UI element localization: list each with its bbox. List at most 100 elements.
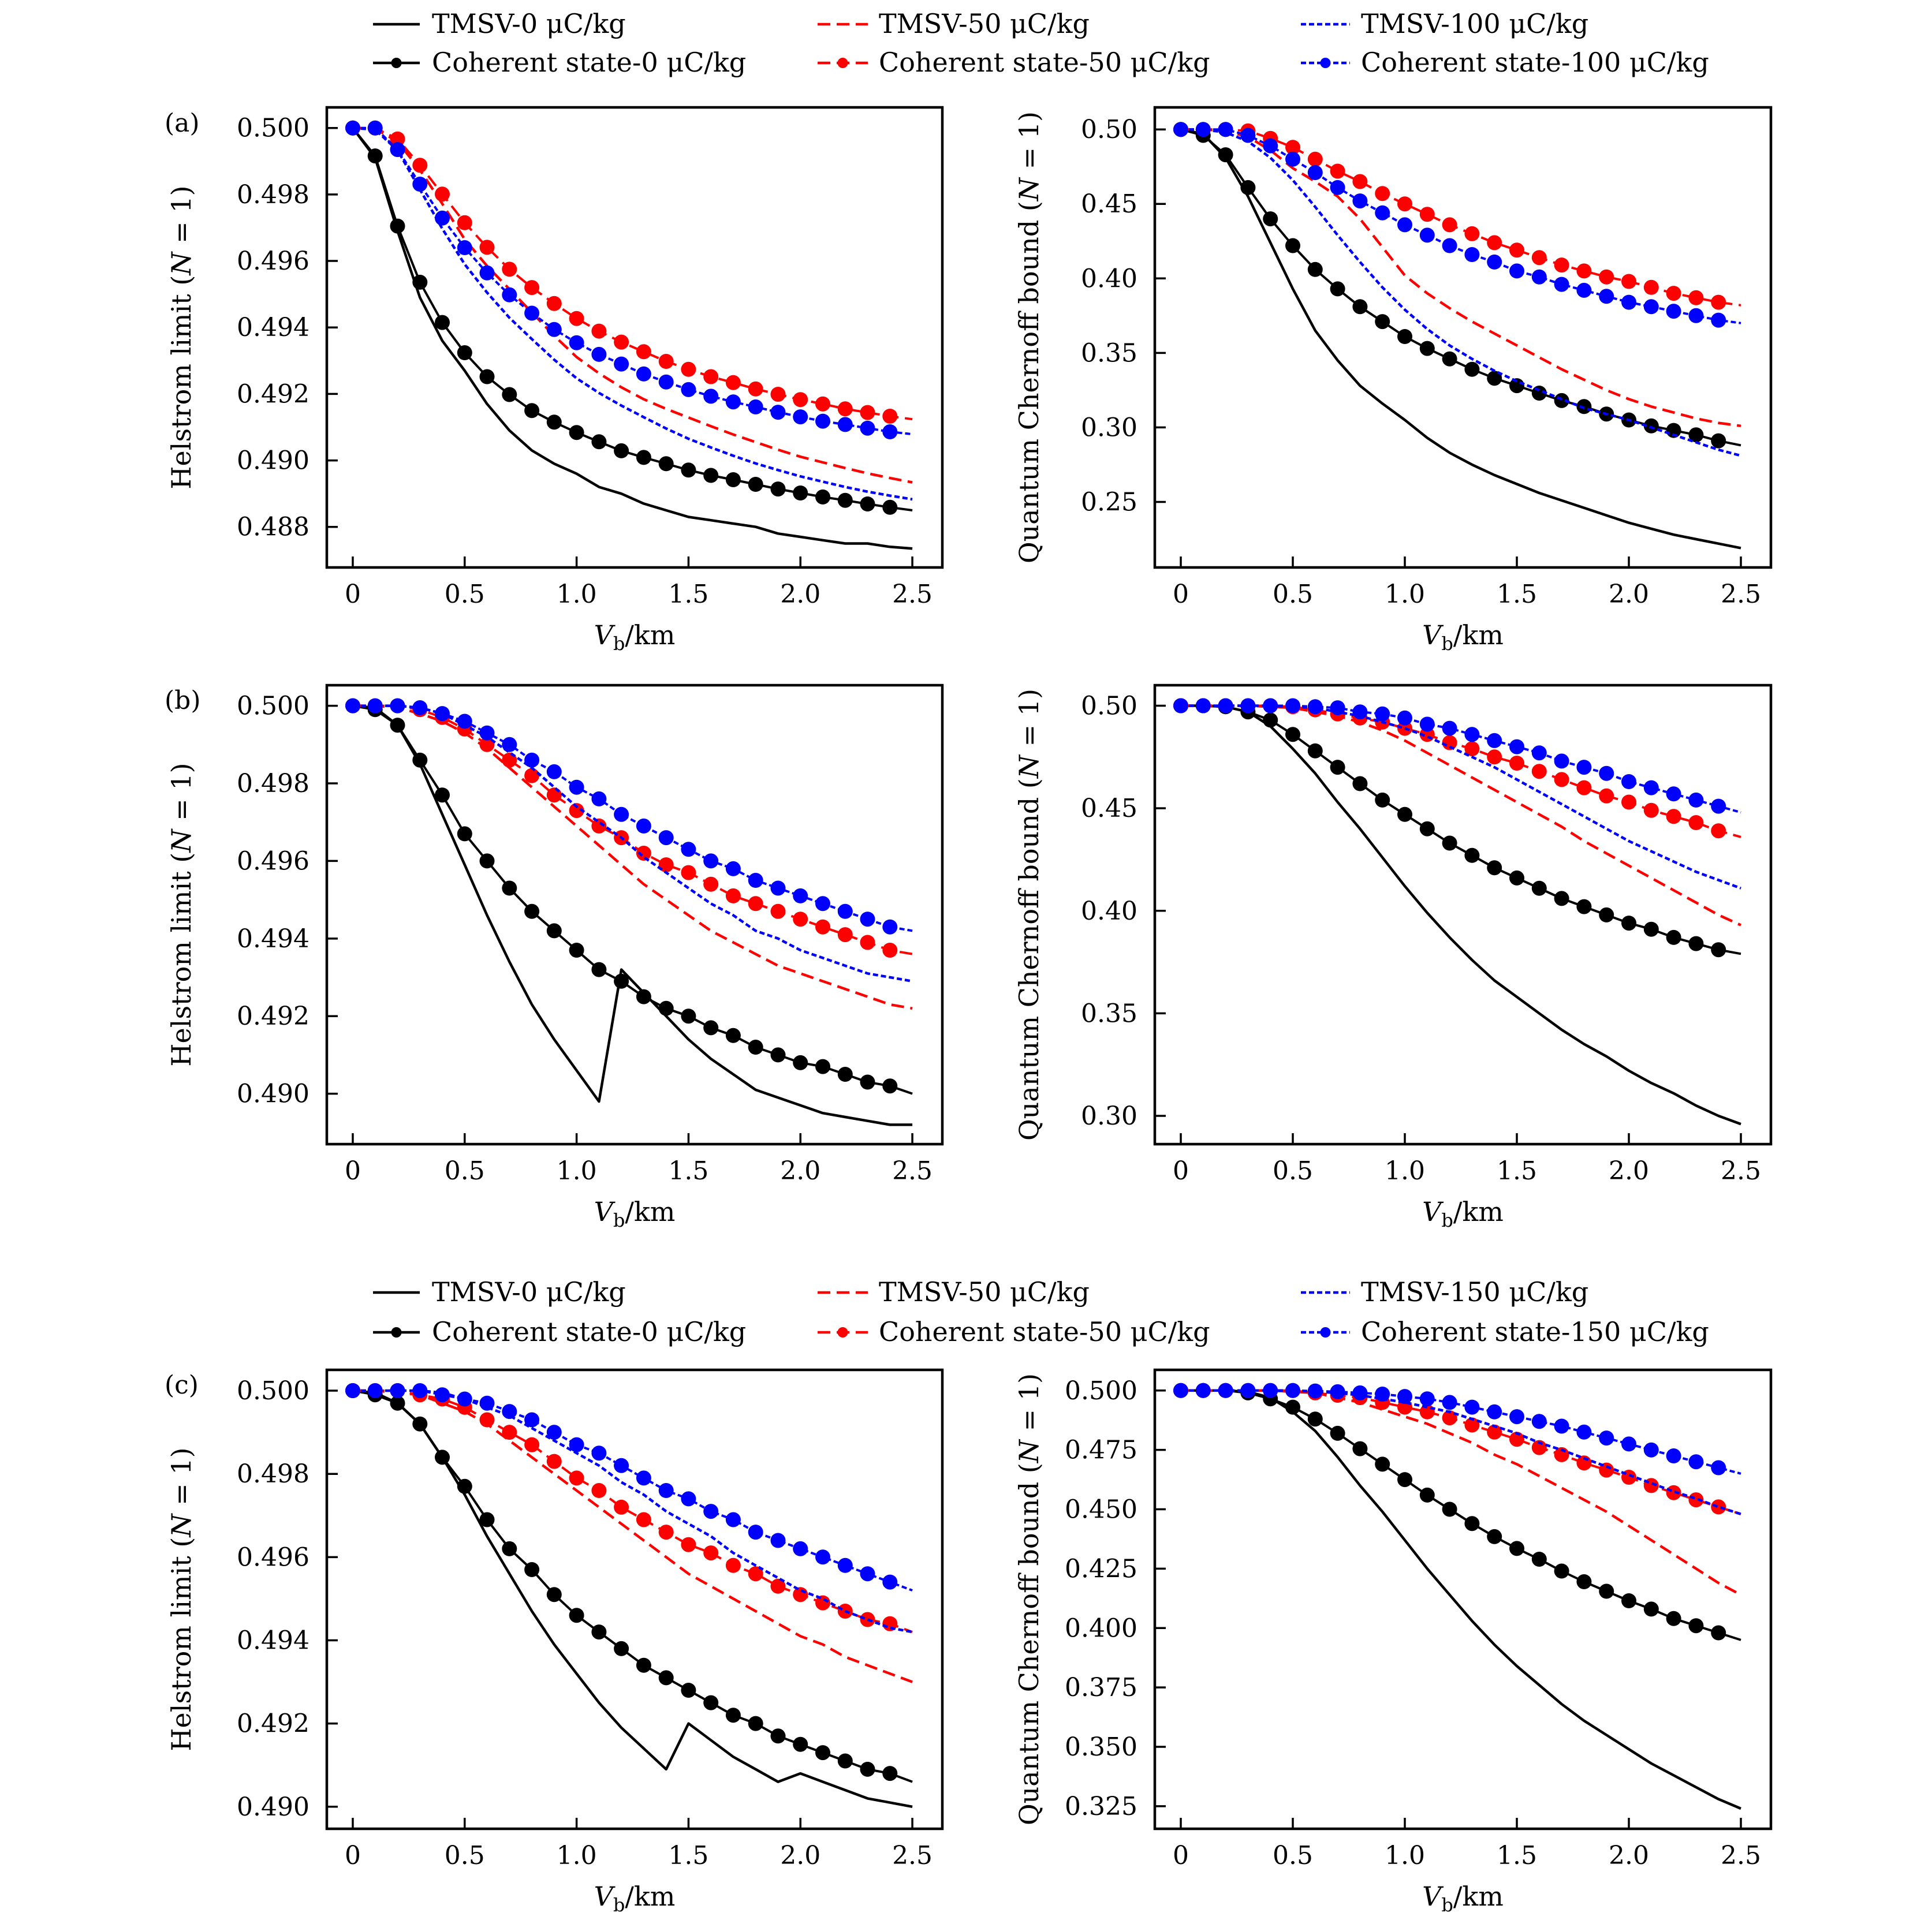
series-line — [353, 126, 913, 421]
x-tick-label: 1.5 — [1497, 580, 1537, 609]
data-point — [1375, 205, 1390, 221]
y-tick-label: 0.498 — [237, 180, 309, 210]
data-point — [1487, 1404, 1502, 1420]
data-point — [815, 1595, 830, 1611]
panel-label: (a) — [165, 109, 200, 138]
legend-item[interactable]: TMSV-0 μC/kg — [373, 1276, 626, 1308]
data-point — [591, 1445, 607, 1461]
legend-item[interactable]: TMSV-150 μC/kg — [1301, 1276, 1588, 1308]
y-tick-label: 0.45 — [1081, 794, 1137, 823]
data-point — [837, 927, 853, 943]
data-point — [390, 1395, 405, 1411]
legend-item[interactable]: Coherent state-50 μC/kg — [818, 47, 1210, 78]
y-tick-label: 0.50 — [1081, 115, 1137, 144]
data-point — [524, 1437, 540, 1452]
data-point — [1621, 274, 1636, 289]
data-point — [837, 401, 853, 417]
data-point — [1464, 727, 1480, 742]
data-point — [1352, 174, 1368, 189]
data-point — [502, 262, 517, 277]
data-point — [1711, 1499, 1726, 1515]
y-axis-label: Helstrom limit (N = 1) — [166, 763, 197, 1066]
x-tick-label: 0.5 — [1273, 1156, 1313, 1186]
data-point — [390, 1383, 405, 1398]
legend-item[interactable]: Coherent state-50 μC/kg — [818, 1316, 1210, 1347]
y-tick-label: 0.498 — [237, 1459, 309, 1489]
series-line — [353, 1389, 913, 1633]
legend-item[interactable]: Coherent state-150 μC/kg — [1301, 1316, 1709, 1347]
data-point — [591, 434, 607, 450]
series-tmsv-100-c-kg — [1181, 704, 1741, 890]
plot-area — [1173, 1383, 1742, 1810]
data-point — [614, 334, 629, 350]
series-coherent-state-100-c-kg — [345, 120, 913, 439]
legend-item[interactable]: TMSV-50 μC/kg — [818, 1276, 1090, 1308]
data-point — [546, 322, 562, 337]
series-line — [1181, 128, 1741, 457]
data-point — [1487, 235, 1502, 251]
data-point — [1419, 227, 1435, 243]
data-point — [569, 943, 584, 958]
data-point — [793, 1541, 808, 1556]
data-point — [748, 1040, 763, 1055]
data-point — [1464, 1417, 1480, 1433]
data-point — [367, 148, 383, 164]
series-line — [353, 704, 913, 983]
legend-item[interactable]: Coherent state-100 μC/kg — [1301, 47, 1709, 78]
legend-item[interactable]: TMSV-0 μC/kg — [373, 8, 626, 39]
data-point — [457, 240, 472, 255]
data-point — [479, 1412, 495, 1428]
legend-item[interactable]: TMSV-50 μC/kg — [818, 8, 1090, 39]
series-line — [1181, 704, 1741, 927]
data-point — [1397, 1472, 1412, 1488]
data-point — [1531, 1440, 1547, 1455]
data-point — [502, 1541, 517, 1556]
data-point — [703, 853, 719, 869]
data-point — [748, 1566, 763, 1582]
y-tick-label: 0.400 — [1065, 1613, 1137, 1643]
data-point — [1307, 699, 1323, 715]
panel-label: (b) — [165, 686, 201, 715]
legend-item[interactable]: TMSV-100 μC/kg — [1301, 8, 1588, 39]
legend-label: Coherent state-100 μC/kg — [1361, 47, 1709, 78]
data-point — [614, 356, 629, 372]
data-point — [1464, 741, 1480, 757]
x-tick-label: 2.0 — [780, 1156, 820, 1186]
data-point — [882, 1574, 898, 1590]
data-point — [591, 323, 607, 339]
y-tick-label: 0.494 — [237, 313, 309, 342]
data-point — [1711, 1625, 1726, 1641]
data-point — [658, 354, 674, 369]
x-tick-label: 1.5 — [1497, 1156, 1537, 1186]
series-line — [1181, 1389, 1742, 1596]
data-point — [569, 311, 584, 326]
data-point — [546, 414, 562, 430]
series-coherent-state-150-c-kg — [345, 1383, 913, 1592]
data-point — [412, 752, 428, 768]
data-point — [1643, 1601, 1659, 1617]
data-point — [1195, 122, 1211, 137]
data-point — [412, 700, 428, 715]
legend-item[interactable]: Coherent state-0 μC/kg — [373, 47, 746, 78]
data-point — [1599, 788, 1614, 804]
data-point — [1599, 765, 1614, 781]
data-point — [681, 1491, 696, 1507]
data-point — [546, 1425, 562, 1440]
data-point — [390, 142, 405, 158]
data-point — [412, 177, 428, 192]
y-tick-label: 0.30 — [1081, 1101, 1137, 1131]
data-point — [1263, 1383, 1278, 1398]
data-point — [793, 1736, 808, 1752]
series-coherent-state-100-c-kg — [345, 698, 913, 935]
y-axis-label: Quantum Chernoff bound (N = 1) — [1013, 1373, 1045, 1825]
data-point — [1487, 749, 1502, 765]
series-line — [1180, 128, 1741, 550]
axes-frame — [1153, 1368, 1773, 1831]
data-point — [1218, 698, 1233, 714]
legend-item[interactable]: Coherent state-0 μC/kg — [373, 1316, 746, 1347]
data-point — [860, 496, 875, 511]
data-point — [1711, 312, 1726, 328]
y-tick-label: 0.496 — [237, 1542, 309, 1572]
data-point — [1621, 1593, 1636, 1608]
data-point — [658, 1483, 674, 1498]
